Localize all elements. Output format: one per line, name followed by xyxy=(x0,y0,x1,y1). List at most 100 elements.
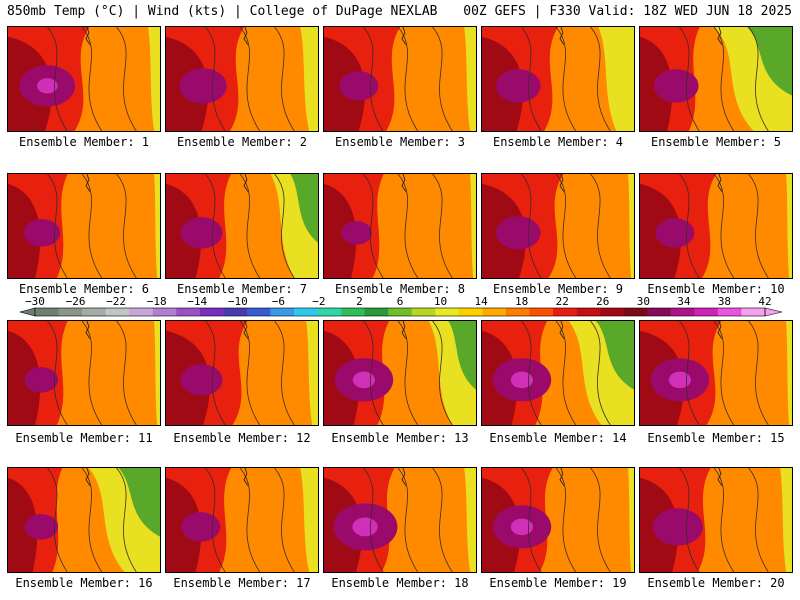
ensemble-member-label: Ensemble Member: 13 xyxy=(331,431,469,445)
ensemble-member-label: Ensemble Member: 15 xyxy=(647,431,785,445)
temperature-field xyxy=(166,174,318,278)
ensemble-member-map xyxy=(165,320,319,426)
colorbar-swatch xyxy=(199,308,224,316)
ensemble-member-map xyxy=(639,173,793,279)
colorbar-tick: −10 xyxy=(227,295,248,308)
temperature-field xyxy=(640,27,792,131)
temperature-field xyxy=(8,174,160,278)
ensemble-member-label: Ensemble Member: 14 xyxy=(489,431,627,445)
temperature-field xyxy=(482,174,634,278)
colorbar-tick: −14 xyxy=(187,295,208,308)
ensemble-member-map xyxy=(481,173,635,279)
temperature-field xyxy=(324,27,476,131)
colorbar-tick: 14 xyxy=(474,295,488,308)
temperature-field xyxy=(166,321,318,425)
ensemble-member-label: Ensemble Member: 16 xyxy=(15,576,153,590)
temperature-field xyxy=(482,27,634,131)
ensemble-member-map xyxy=(7,320,161,426)
colorbar-swatch xyxy=(105,308,130,316)
colorbar-swatch xyxy=(694,308,719,316)
colorbar-swatch xyxy=(317,308,342,316)
ensemble-member-map xyxy=(639,26,793,132)
colorbar-tick: 38 xyxy=(717,295,732,308)
colorbar-swatch xyxy=(341,308,365,316)
colorbar-swatch xyxy=(270,308,295,316)
temperature-field xyxy=(8,321,160,425)
ensemble-member-label: Ensemble Member: 4 xyxy=(492,135,624,149)
colorbar-swatch xyxy=(411,308,436,316)
colorbar-tick: 30 xyxy=(636,295,650,308)
colorbar-tick: −22 xyxy=(106,295,127,308)
ensemble-member-map xyxy=(7,467,161,573)
ensemble-member-map xyxy=(639,467,793,573)
temperature-field xyxy=(8,468,160,572)
ensemble-member-map xyxy=(481,26,635,132)
colorbar-swatch xyxy=(529,308,554,316)
temperature-field xyxy=(640,321,792,425)
colorbar-swatch xyxy=(152,308,177,316)
colorbar-tick: 34 xyxy=(677,295,691,308)
ensemble-member-label: Ensemble Member: 3 xyxy=(334,135,466,149)
colorbar-swatch xyxy=(35,308,59,316)
colorbar-tick: 10 xyxy=(433,295,448,308)
temperature-field xyxy=(166,27,318,131)
temperature-colorbar xyxy=(18,307,783,317)
colorbar-swatch xyxy=(223,308,248,316)
temperature-field xyxy=(324,174,476,278)
colorbar-swatch xyxy=(176,308,201,316)
ensemble-member-map xyxy=(481,467,635,573)
colorbar-swatch xyxy=(553,308,577,316)
ensemble-member-label: Ensemble Member: 17 xyxy=(173,576,311,590)
colorbar-swatch xyxy=(741,308,766,316)
map-title: 850mb Temp (°C) | Wind (kts) | College o… xyxy=(7,4,438,19)
colorbar-tick: −30 xyxy=(25,295,45,308)
ensemble-member-label: Ensemble Member: 8 xyxy=(334,282,466,296)
colorbar-swatch xyxy=(58,308,83,316)
colorbar-tick: −2 xyxy=(312,295,326,308)
colorbar-swatch xyxy=(670,308,695,316)
ensemble-member-map xyxy=(7,26,161,132)
ensemble-member-map xyxy=(323,26,477,132)
colorbar-swatch xyxy=(82,308,106,316)
temperature-field xyxy=(166,468,318,572)
run-valid-time: 00Z GEFS | F330 Valid: 18Z WED JUN 18 20… xyxy=(463,4,792,19)
colorbar-tick: 6 xyxy=(396,295,404,308)
temperature-field xyxy=(640,174,792,278)
temperature-field xyxy=(640,468,792,572)
ensemble-member-label: Ensemble Member: 6 xyxy=(18,282,150,296)
colorbar-tick: 18 xyxy=(515,295,529,308)
ensemble-member-map xyxy=(323,320,477,426)
colorbar-swatch xyxy=(458,308,483,316)
colorbar-swatch xyxy=(435,308,460,316)
ensemble-member-label: Ensemble Member: 2 xyxy=(176,135,308,149)
colorbar-tick: −26 xyxy=(65,295,86,308)
ensemble-member-label: Ensemble Member: 1 xyxy=(18,135,150,149)
colorbar-swatch xyxy=(647,308,672,316)
ensemble-member-map xyxy=(7,173,161,279)
colorbar-tick: −18 xyxy=(146,295,167,308)
colorbar-swatch xyxy=(129,308,154,316)
colorbar-tick: −6 xyxy=(271,295,285,308)
colorbar-tick: 2 xyxy=(356,295,363,308)
ensemble-member-map xyxy=(165,26,319,132)
ensemble-member-label: Ensemble Member: 12 xyxy=(173,431,311,445)
ensemble-member-label: Ensemble Member: 11 xyxy=(15,431,153,445)
ensemble-member-map xyxy=(165,173,319,279)
colorbar-swatch xyxy=(294,308,318,316)
colorbar-swatch xyxy=(505,308,530,316)
temperature-field xyxy=(324,468,476,572)
ensemble-member-label: Ensemble Member: 5 xyxy=(650,135,782,149)
ensemble-member-label: Ensemble Member: 20 xyxy=(647,576,785,590)
temperature-field xyxy=(482,468,634,572)
ensemble-member-label: Ensemble Member: 9 xyxy=(492,282,624,296)
ensemble-member-label: Ensemble Member: 19 xyxy=(489,576,627,590)
ensemble-member-map xyxy=(639,320,793,426)
colorbar-swatch xyxy=(388,308,413,316)
temperature-field xyxy=(324,321,476,425)
colorbar-tick: 26 xyxy=(596,295,610,308)
colorbar-swatch xyxy=(717,308,742,316)
ensemble-member-map xyxy=(481,320,635,426)
colorbar-swatch xyxy=(482,308,507,316)
ensemble-member-map xyxy=(165,467,319,573)
ensemble-member-label: Ensemble Member: 7 xyxy=(176,282,308,296)
